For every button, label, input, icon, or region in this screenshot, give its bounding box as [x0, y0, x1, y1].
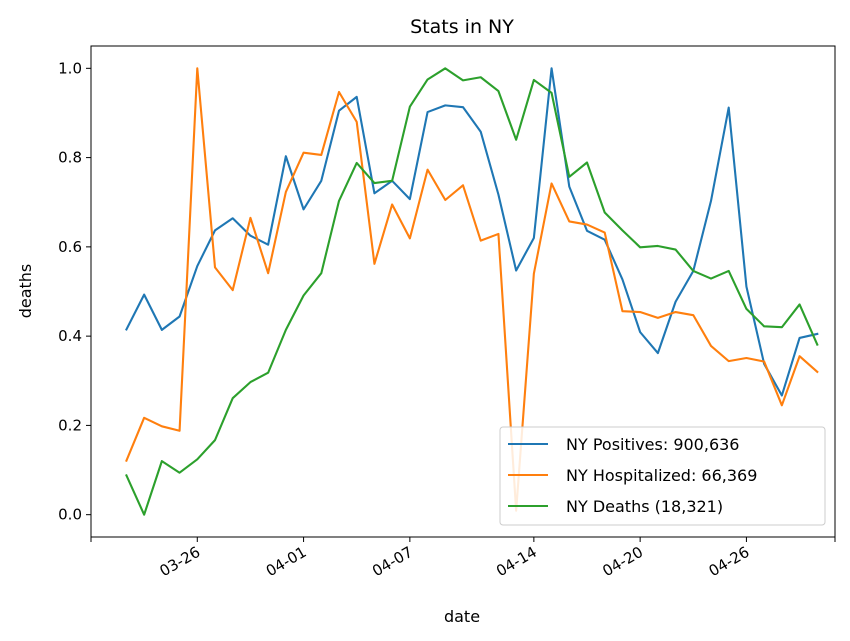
legend-box	[499, 426, 826, 526]
series-line-1	[125, 67, 819, 512]
series-line-0	[125, 67, 819, 397]
legend-label-2: NY Deaths (18,321)	[566, 497, 723, 516]
y-tick-label-4: 0.8	[58, 149, 82, 167]
y-axis-title: deaths	[16, 264, 35, 319]
axes-frame	[90, 45, 836, 538]
chart-title: Stats in NY	[410, 16, 514, 38]
series-line-2	[125, 67, 819, 516]
y-tick-label-1: 0.2	[58, 416, 82, 434]
plot-area	[125, 67, 819, 516]
x-axis-title: date	[444, 607, 480, 626]
y-tick-label-2: 0.4	[58, 327, 82, 345]
legend-label-0: NY Positives: 900,636	[566, 435, 739, 454]
y-tick-label-5: 1.0	[58, 59, 82, 77]
y-tick-label-0: 0.0	[58, 506, 82, 524]
y-tick-label-3: 0.6	[58, 238, 82, 256]
legend-label-1: NY Hospitalized: 66,369	[566, 466, 757, 485]
legend: NY Positives: 900,636 NY Hospitalized: 66…	[499, 426, 826, 526]
